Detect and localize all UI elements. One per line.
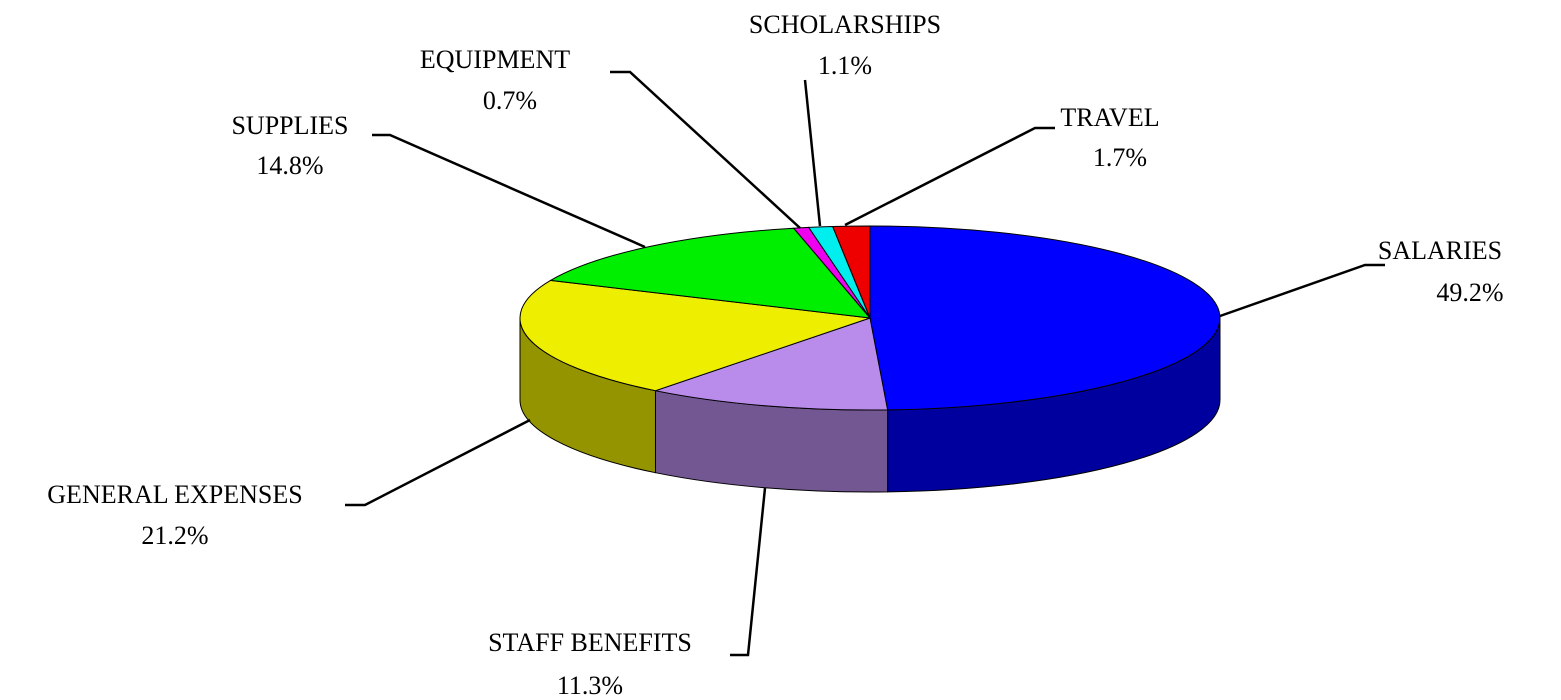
leader-line <box>610 70 801 229</box>
slice-label: STAFF BENEFITS <box>488 628 692 657</box>
leader-line <box>730 487 767 657</box>
slice-label: SUPPLIES <box>231 111 348 140</box>
slice-label: SALARIES <box>1378 236 1502 265</box>
slice-value-label: 21.2% <box>141 521 208 550</box>
leader-line <box>372 133 646 249</box>
slice-label: SCHOLARSHIPS <box>749 10 941 39</box>
leader-line <box>1219 263 1385 318</box>
slice-label: TRAVEL <box>1060 103 1159 132</box>
slice <box>831 225 871 319</box>
slice-value-label: 11.3% <box>557 671 623 700</box>
slice-value-label: 1.1% <box>818 51 872 80</box>
slice-label: GENERAL EXPENSES <box>47 480 302 509</box>
leader-line <box>345 418 531 507</box>
slice-value-label: 1.7% <box>1093 143 1147 172</box>
slice-value-label: 0.7% <box>483 86 537 115</box>
slice <box>653 317 889 411</box>
leader-line <box>803 79 822 227</box>
slice <box>549 227 872 319</box>
slice-value-label: 14.8% <box>256 151 323 180</box>
slice-value-label: 49.2% <box>1436 278 1503 307</box>
leader-line <box>844 126 1055 227</box>
slice-label: EQUIPMENT <box>420 45 570 74</box>
